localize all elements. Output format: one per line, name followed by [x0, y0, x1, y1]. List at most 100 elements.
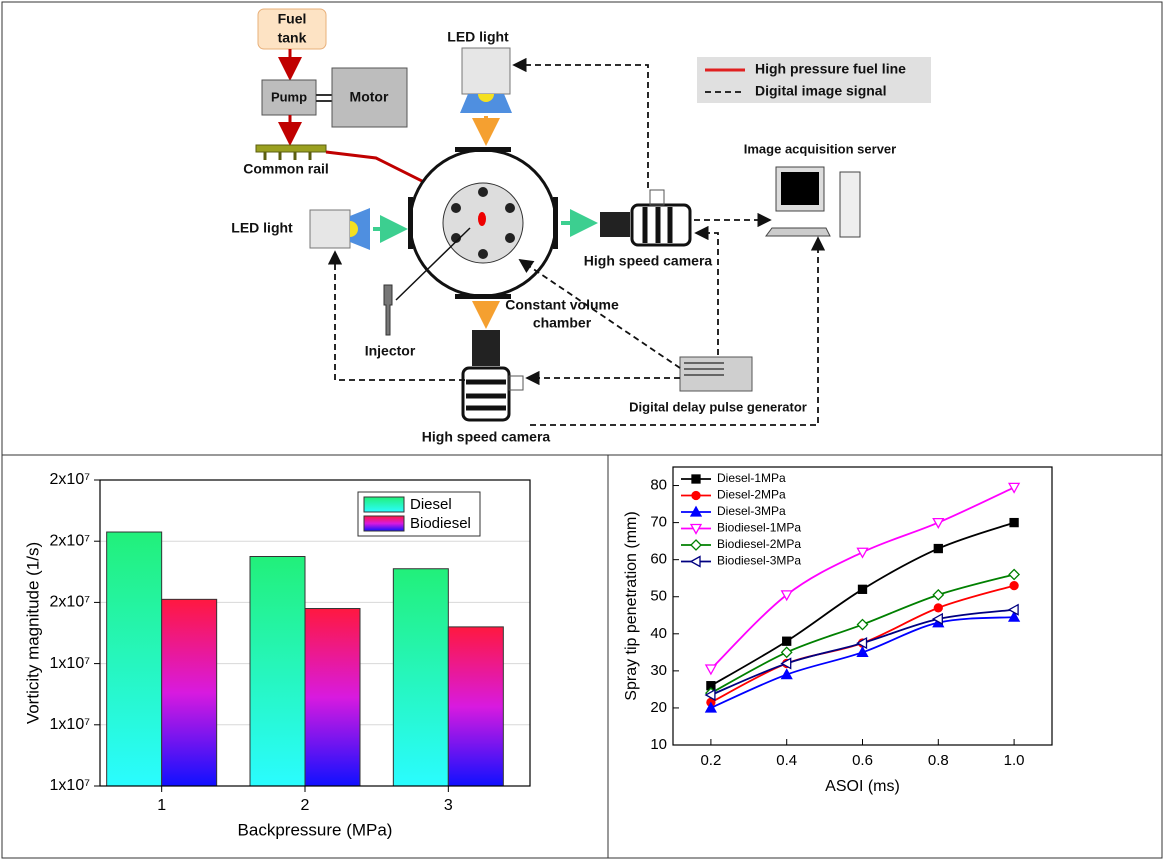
y-tick-label: 2x10⁷ — [50, 532, 91, 549]
y-tick-label: 60 — [650, 551, 667, 568]
motor — [331, 67, 408, 128]
bar — [392, 568, 449, 787]
diagram: Fuel tank Pump Motor Common rail LED lig… — [231, 8, 931, 445]
fuel-tank — [257, 8, 327, 50]
series-line — [710, 616, 1015, 709]
camera-lens — [600, 212, 630, 237]
legend-label: Biodiesel — [410, 515, 471, 532]
x-tick-label: 3 — [444, 797, 453, 814]
label: chamber — [533, 315, 592, 331]
window — [408, 197, 413, 249]
marker — [780, 668, 793, 680]
marker — [856, 636, 868, 650]
marker — [856, 618, 869, 631]
led — [309, 209, 351, 249]
bar — [106, 531, 163, 787]
label: High pressure fuel line — [755, 61, 906, 77]
common-rail — [255, 144, 327, 153]
x-tick-label: 1.0 — [1004, 752, 1025, 769]
bar — [447, 626, 504, 787]
signal-line — [694, 225, 719, 355]
bar — [304, 608, 361, 787]
camera-handle — [649, 189, 665, 206]
pointer — [395, 227, 471, 301]
marker — [932, 517, 945, 529]
marker — [689, 555, 701, 568]
y-tick-label: 1x10⁷ — [50, 716, 91, 733]
x-tick-label: 0.8 — [928, 752, 949, 769]
y-tick-label: 10 — [650, 736, 667, 753]
label: Common rail — [243, 161, 329, 177]
signal-line — [530, 236, 826, 426]
x-tick-label: 0.6 — [852, 752, 873, 769]
y-tick-label: 1x10⁷ — [50, 655, 91, 672]
camera-body — [466, 379, 506, 411]
label: Constant volume — [505, 297, 619, 313]
label: Pump — [271, 89, 307, 104]
marker — [691, 474, 701, 484]
keyboard — [765, 227, 831, 237]
marker — [856, 645, 869, 657]
x-tick-label: 0.2 — [700, 752, 721, 769]
marker — [1009, 580, 1019, 591]
panel — [684, 362, 724, 376]
marker — [1007, 610, 1021, 622]
y-tick-label: 2x10⁷ — [50, 594, 91, 611]
marker — [704, 664, 718, 676]
marker — [689, 505, 703, 517]
tower — [839, 171, 861, 238]
y-tick-label: 70 — [650, 514, 667, 531]
y-axis-title: Vorticity magnitude (1/s) — [23, 542, 42, 724]
marker — [780, 657, 792, 670]
marker — [691, 490, 701, 501]
y-tick-label: 30 — [650, 662, 667, 679]
bar — [161, 598, 218, 787]
bar — [249, 556, 306, 787]
led — [461, 47, 511, 95]
y-tick-label: 40 — [650, 625, 667, 642]
marker — [782, 636, 792, 646]
marker — [690, 539, 702, 551]
pump — [261, 79, 317, 116]
window — [553, 197, 558, 249]
legend-label: Biodiesel-3MPa — [717, 554, 801, 568]
marker — [933, 543, 943, 554]
label: Motor — [350, 89, 389, 105]
led-bulb — [478, 94, 494, 102]
rail-pegs — [263, 152, 312, 160]
window — [455, 147, 511, 152]
marker — [704, 688, 716, 702]
label: Digital image signal — [755, 83, 886, 99]
marker — [780, 646, 793, 659]
marker — [780, 590, 793, 602]
screen — [781, 172, 819, 205]
signal-line — [518, 258, 681, 369]
marker — [931, 612, 943, 626]
x-tick-label: 2 — [301, 797, 310, 814]
y-tick-label: 80 — [650, 477, 667, 494]
label: LED light — [447, 29, 509, 45]
y-tick-label: 20 — [650, 699, 667, 716]
marker — [1007, 603, 1019, 616]
label: LED light — [231, 220, 293, 236]
label: High speed camera — [584, 253, 713, 269]
led-bulb — [350, 221, 358, 237]
x-axis-title: Backpressure (MPa) — [238, 820, 393, 839]
plot-frame — [99, 479, 531, 787]
label: tank — [278, 30, 307, 46]
legend-label: Biodiesel-1MPa — [717, 521, 801, 535]
marker — [933, 603, 943, 613]
marker — [704, 701, 718, 713]
led-lens — [350, 208, 370, 250]
camera-handle — [508, 375, 524, 391]
camera — [630, 203, 692, 247]
legend-label: Diesel — [410, 496, 452, 513]
nozzle — [478, 212, 486, 226]
label: Fuel — [278, 11, 307, 27]
marker — [1007, 482, 1021, 494]
marker — [1009, 517, 1019, 528]
legend-label: Diesel-3MPa — [717, 504, 786, 518]
legend-label: Biodiesel-2MPa — [717, 537, 801, 551]
y-tick-label: 2x10⁷ — [50, 471, 91, 488]
signal-line — [327, 250, 465, 381]
